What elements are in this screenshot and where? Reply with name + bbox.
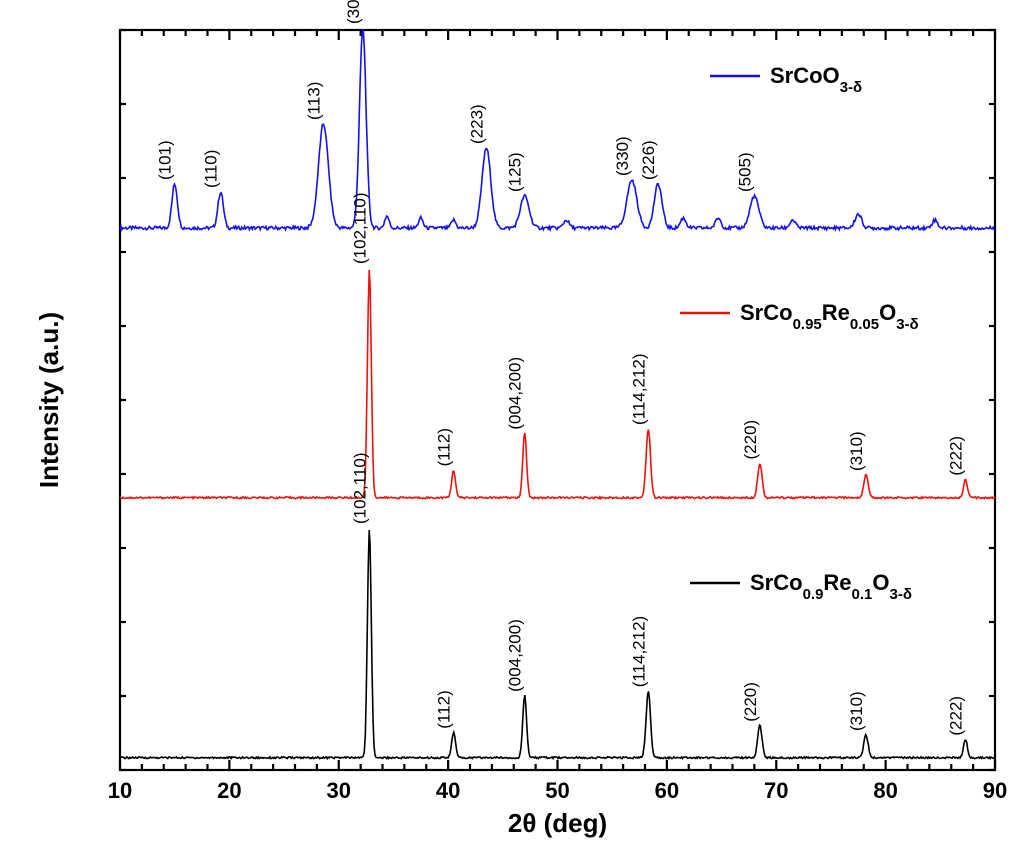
peak-label: (112) [435, 428, 454, 466]
plot-frame [120, 30, 995, 770]
x-axis-title: 2θ (deg) [508, 808, 607, 838]
peak-label: (303) [344, 0, 363, 24]
peak-label: (114,212) [629, 616, 648, 688]
x-tick-label: 20 [217, 778, 241, 803]
peak-label: (101) [156, 140, 175, 180]
peak-label: (220) [741, 420, 760, 460]
x-tick-label: 60 [655, 778, 679, 803]
peak-label: (113) [304, 82, 323, 120]
peak-label: (505) [735, 152, 754, 192]
legend-label-mid: SrCo0.95Re0.05O3-δ [740, 300, 919, 333]
peak-label: (222) [946, 436, 965, 476]
x-tick-label: 50 [545, 778, 569, 803]
peak-label: (330) [613, 136, 632, 176]
x-tick-label: 10 [108, 778, 132, 803]
y-axis-title: Intensity (a.u.) [34, 312, 64, 488]
x-tick-label: 40 [436, 778, 460, 803]
peak-label: (114,212) [629, 353, 648, 425]
peak-label: (102,110) [350, 192, 369, 264]
peak-label: (102,110) [350, 452, 369, 524]
x-tick-label: 80 [873, 778, 897, 803]
legend-label-top: SrCoO3-δ [770, 63, 862, 96]
x-tick-label: 30 [327, 778, 351, 803]
peak-label: (310) [847, 691, 866, 731]
xrd-chart: 10 20 30 40 50 60 70 80 90 2θ (deg) Intensity (a.u… [0, 0, 1024, 852]
x-tick-label: 90 [983, 778, 1007, 803]
x-tick-label: 70 [764, 778, 788, 803]
peak-label: (220) [741, 682, 760, 722]
peak-label: (226) [639, 140, 658, 180]
legend-label-bot: SrCo0.9Re0.1O3-δ [750, 570, 912, 603]
peak-label: (004,200) [506, 357, 525, 430]
peak-label: (110) [202, 150, 221, 188]
peak-label: (004,200) [506, 619, 525, 692]
spectrum-top [120, 30, 995, 230]
peak-label: (125) [506, 152, 525, 192]
peak-label: (310) [847, 431, 866, 471]
peak-label: (112) [435, 690, 454, 728]
peak-label: (223) [467, 104, 486, 144]
peak-label: (222) [946, 696, 965, 736]
